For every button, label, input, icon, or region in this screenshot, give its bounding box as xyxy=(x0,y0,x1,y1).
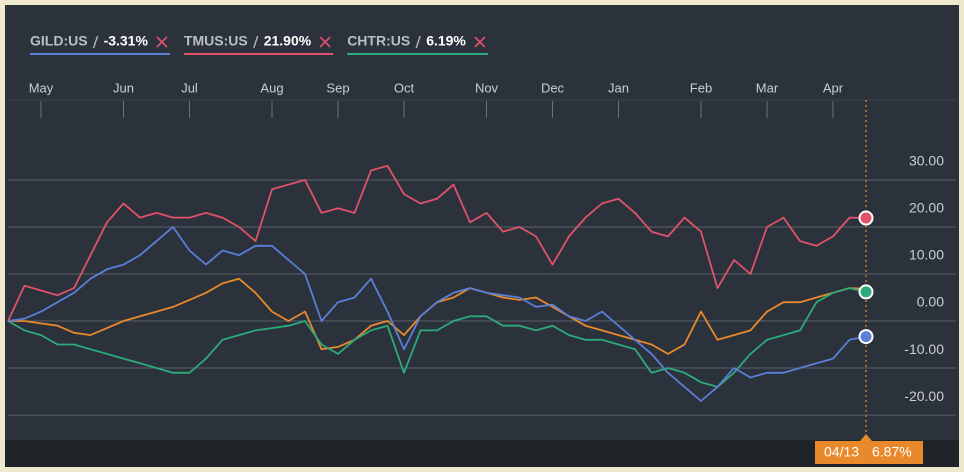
y-tick-label: -20.00 xyxy=(904,388,944,404)
x-tick-label: Feb xyxy=(690,80,712,95)
legend-separator xyxy=(92,35,99,49)
x-tick-label: Jun xyxy=(113,80,134,95)
cursor-value: 6.87% xyxy=(872,444,912,460)
legend-value: -3.31% xyxy=(104,33,149,49)
x-tick-label: Aug xyxy=(260,80,283,95)
x-tick-label: Nov xyxy=(475,80,499,95)
y-tick-label: 10.00 xyxy=(909,247,944,263)
end-dot xyxy=(858,210,874,226)
end-dot xyxy=(858,284,874,300)
remove-icon xyxy=(319,36,331,48)
series-line xyxy=(7,287,867,388)
legend-separator xyxy=(415,35,421,49)
y-tick-label: 20.00 xyxy=(909,200,944,216)
y-tick-label: -10.00 xyxy=(904,341,944,357)
series-line xyxy=(7,164,867,322)
legend-value: 6.19% xyxy=(426,33,466,49)
legend-separator xyxy=(253,35,259,49)
series-line xyxy=(7,226,867,402)
legend-name: CHTR:US xyxy=(347,33,410,49)
legend-name: TMUS:US xyxy=(184,33,248,49)
legend-value: 21.90% xyxy=(264,33,312,49)
legend-item[interactable]: TMUS:US 21.90% xyxy=(183,33,334,55)
legend-name: GILD:US xyxy=(30,33,88,49)
x-tick-label: Jan xyxy=(608,80,629,95)
end-dot xyxy=(858,329,874,345)
cursor-pointer xyxy=(860,434,872,441)
x-tick-label: Apr xyxy=(823,80,844,95)
x-tick-label: Sep xyxy=(326,80,349,95)
y-tick-label: 30.00 xyxy=(909,153,944,169)
cursor-date: 04/13 xyxy=(824,444,859,460)
y-tick-label: 0.00 xyxy=(917,294,944,310)
x-tick-label: Jul xyxy=(181,80,198,95)
x-tick-label: Dec xyxy=(541,80,565,95)
cursor-box xyxy=(815,441,923,464)
remove-icon xyxy=(156,36,168,48)
chart-background xyxy=(5,5,959,467)
legend-item[interactable]: GILD:US -3.31% xyxy=(30,33,170,55)
x-tick-label: Oct xyxy=(394,80,415,95)
legend-item[interactable]: CHTR:US 6.19% xyxy=(347,33,488,55)
footer-strip xyxy=(5,440,959,467)
x-tick-label: Mar xyxy=(756,80,779,95)
x-tick-label: May xyxy=(29,80,54,95)
remove-icon xyxy=(474,36,486,48)
